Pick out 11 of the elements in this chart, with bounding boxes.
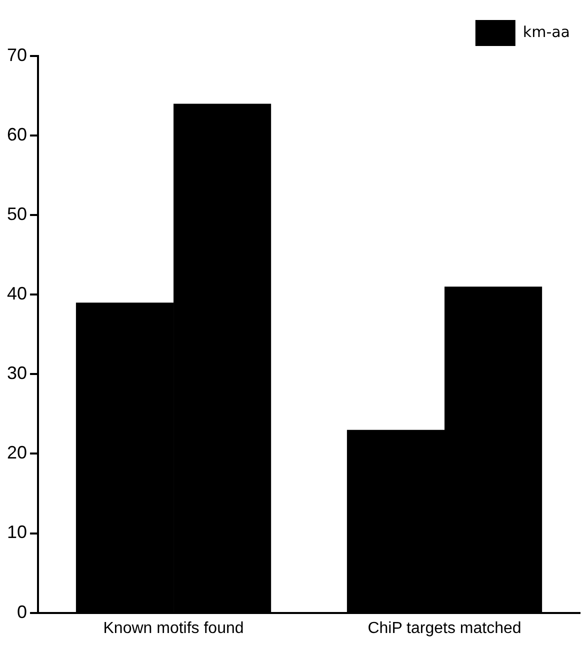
x-tick-label: Known motifs found xyxy=(103,620,244,637)
y-tick-label: 50 xyxy=(6,204,28,224)
y-tick-label: 30 xyxy=(6,363,28,384)
y-tick-label: 70 xyxy=(6,44,28,65)
y-tick-label: 40 xyxy=(6,284,28,304)
x-tick-label: ChiP targets matched xyxy=(368,620,522,637)
y-tick-label: 20 xyxy=(6,442,28,463)
y-tick-label: 60 xyxy=(6,124,28,145)
y-tick-label: 10 xyxy=(6,522,28,542)
legend-label: km-aa xyxy=(522,22,570,41)
y-tick-label: 0 xyxy=(17,602,28,622)
